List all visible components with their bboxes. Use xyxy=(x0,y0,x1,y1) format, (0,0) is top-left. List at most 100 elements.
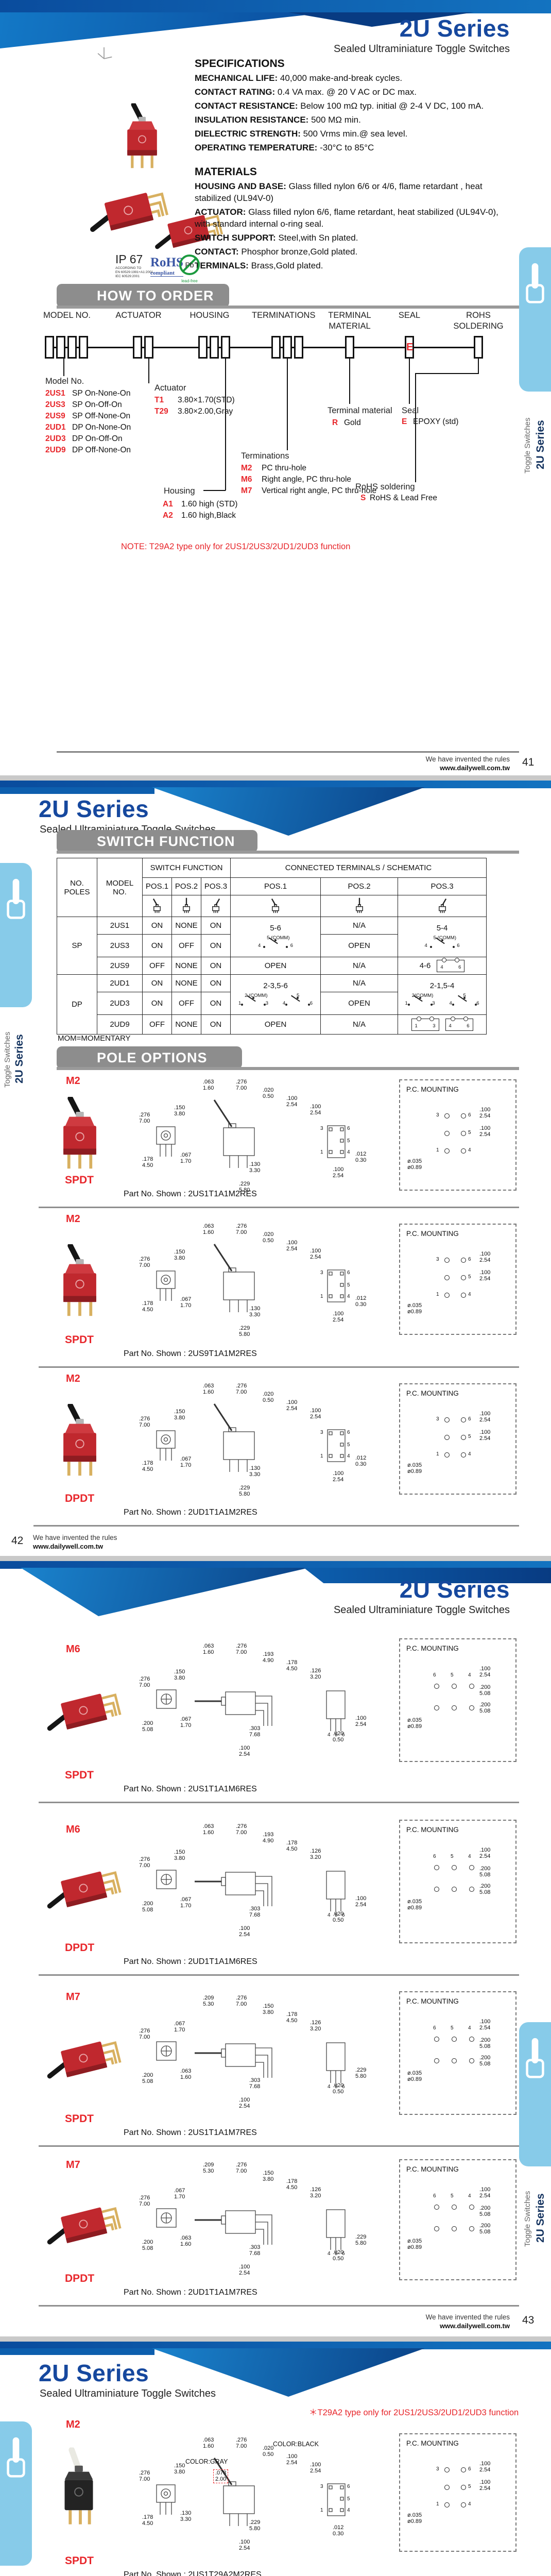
order-box xyxy=(345,336,354,359)
page-subtitle: Sealed Ultraminiature Toggle Switches xyxy=(40,2388,216,2399)
order-box xyxy=(283,336,292,359)
drawing-views xyxy=(128,2162,390,2282)
color-gray-label: COLOR:GRAY xyxy=(185,2458,228,2465)
t29a2-note: ＊T29A2 type only for 2US1/2US3/2UD1/2UD3… xyxy=(309,2408,519,2417)
section-underline xyxy=(57,1067,519,1070)
banner-graphic xyxy=(0,0,551,13)
leader-line xyxy=(478,359,479,374)
order-col-model: MODEL NO. xyxy=(43,311,91,320)
toggle-switch-icon xyxy=(6,2435,26,2480)
switch-photo xyxy=(51,1244,108,1319)
order-box-seal: E xyxy=(405,336,414,359)
order-box xyxy=(79,336,88,359)
pole-option-block: M2 .063 1.60.276 7.00.020 0.50.100 2.54.… xyxy=(0,1373,551,1527)
series-tab xyxy=(519,247,551,392)
spec-item: CONTACT RATING: 0.4 VA max. @ 20 V AC or… xyxy=(195,87,417,97)
technical-drawing: .063 1.60.276 7.00.193 4.90.178 4.50.126… xyxy=(128,1823,390,1943)
tab-series-label: 2U Series xyxy=(13,2573,26,2576)
footer-url: www.dailywell.com.tw xyxy=(439,2322,510,2330)
specifications-list: MECHANICAL LIFE: 40,000 make-and-break c… xyxy=(195,72,504,156)
section-underline xyxy=(57,306,519,309)
page-number: 42 xyxy=(11,1535,24,1547)
technical-drawing: .063 1.60.276 7.00.020 0.50.100 2.54.100… xyxy=(128,2437,390,2557)
drawing-views xyxy=(128,1643,390,1763)
order-col-terminations: TERMINATIONS xyxy=(252,311,316,320)
lead-free-badge: Pb lead-free xyxy=(178,253,201,283)
page-41: 2U Series Sealed Ultraminiature Toggle S… xyxy=(0,0,551,775)
footer-url: www.dailywell.com.tw xyxy=(439,764,510,772)
footer-tagline: We have invented the rules xyxy=(33,1534,117,1541)
technical-drawing: .063 1.60.276 7.00.020 0.50.100 2.54.100… xyxy=(128,1223,390,1343)
footer-tagline: We have invented the rules xyxy=(425,755,510,763)
spec-item: CONTACT RESISTANCE: Below 100 mΩ typ. in… xyxy=(195,101,484,111)
page-number: 43 xyxy=(522,2314,535,2326)
order-note: NOTE: T29A2 type only for 2US1/2US3/2UD1… xyxy=(121,542,351,551)
order-col-seal: SEAL xyxy=(398,311,421,320)
th-switch-function: SWITCH FUNCTION xyxy=(142,858,231,878)
page-42: 2U Series Sealed Ultraminiature Toggle S… xyxy=(0,781,551,1556)
th-pos2: POS.2 xyxy=(171,877,201,895)
leader-line xyxy=(203,490,226,491)
rohs-compliant-badge: RoHS compliant xyxy=(150,256,183,277)
material-item: ACTUATOR: Glass filled nylon 6/6, flame … xyxy=(195,207,498,229)
order-box xyxy=(198,336,208,359)
series-tab xyxy=(0,863,32,1007)
page-title: 2U Series xyxy=(39,2360,149,2386)
page-43: 2U Series Sealed Ultraminiature Toggle S… xyxy=(0,1561,551,2336)
page-title: 2U Series xyxy=(399,15,510,42)
pole-option-block: M2 .063 1.60.276 7.00.020 0.50.100 2.54.… xyxy=(0,2419,551,2576)
housing-heading: Housing xyxy=(164,486,195,496)
drawing-views xyxy=(128,1995,390,2115)
leader-line xyxy=(415,373,416,482)
page-title: 2U Series xyxy=(399,1576,510,1603)
drawing-views xyxy=(128,1224,390,1343)
th-no-poles: NO. POLES xyxy=(57,858,97,917)
banner-graphic xyxy=(0,781,551,788)
leader-line xyxy=(225,359,226,490)
pole-option-block: M7 .209 5.30.276 7.00.150 3.80.178 4.50.… xyxy=(0,1981,551,2147)
block-divider xyxy=(39,2305,519,2307)
tab-caption-label: Toggle Switches xyxy=(523,417,532,474)
actuator-heading: Actuator xyxy=(154,383,186,393)
pb-free-icon: Pb xyxy=(179,255,200,275)
svg-text:Pb: Pb xyxy=(185,261,194,269)
th-pos3: POS.3 xyxy=(200,877,231,895)
terminal-material-heading: Terminal material xyxy=(328,406,392,415)
tab-series-label: 2U Series xyxy=(13,1034,25,1083)
toggle-pos2-icon xyxy=(181,897,192,913)
schematic: 2 (COMM) 1 3 xyxy=(238,993,269,1006)
schematic: 5 (COMM) 4 6 xyxy=(424,935,460,948)
spec-item: OPERATING TEMPERATURE: -30°C to 85°C xyxy=(195,143,374,152)
terminations-heading: Terminations xyxy=(241,451,289,461)
leader-line xyxy=(409,359,410,404)
order-box xyxy=(67,336,77,359)
toggle-pos2-icon xyxy=(354,897,365,913)
tab-caption-label: Toggle Switches xyxy=(523,2191,532,2247)
series-tab xyxy=(0,2421,32,2566)
materials-title: MATERIALS xyxy=(195,166,257,178)
orientation-axis-icon xyxy=(95,44,113,61)
pole-option-block: M7 .209 5.30.276 7.00.150 3.80.178 4.50.… xyxy=(0,2152,551,2307)
mom-note: MOM=MOMENTARY xyxy=(58,1034,131,1043)
pole-option-block: M6 .063 1.60.276 7.00.193 4.90.178 4.50.… xyxy=(0,1623,551,1803)
page-title: 2U Series xyxy=(39,795,149,822)
order-box xyxy=(45,336,54,359)
order-box xyxy=(221,336,230,359)
leader-line xyxy=(63,359,64,376)
technical-drawing: .209 5.30.276 7.00.150 3.80.178 4.50.126… xyxy=(128,1995,390,2115)
toggle-pos3-icon xyxy=(210,897,221,913)
th-pos2: POS.2 xyxy=(320,877,399,895)
th-model-no: MODEL NO. xyxy=(97,858,143,917)
page-44: 2U Series Sealed Ultraminiature Toggle S… xyxy=(0,2342,551,2576)
th-pos3: POS.3 xyxy=(398,877,487,895)
order-box xyxy=(133,336,142,359)
